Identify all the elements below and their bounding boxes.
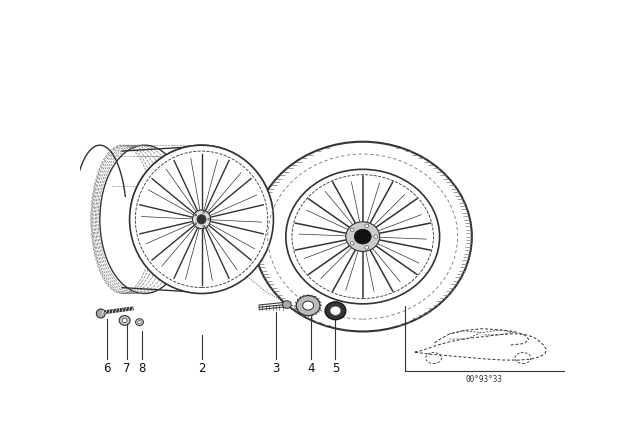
Ellipse shape	[195, 214, 196, 216]
Ellipse shape	[286, 169, 440, 304]
Ellipse shape	[365, 246, 369, 249]
Text: 5: 5	[332, 362, 339, 375]
Ellipse shape	[325, 302, 346, 320]
Text: 7: 7	[124, 362, 131, 375]
Text: 3: 3	[272, 362, 280, 375]
Text: 8: 8	[138, 362, 146, 375]
Ellipse shape	[303, 301, 314, 310]
Ellipse shape	[355, 229, 371, 244]
Ellipse shape	[282, 301, 291, 308]
Ellipse shape	[330, 306, 341, 315]
Text: 4: 4	[307, 362, 314, 375]
Ellipse shape	[365, 224, 369, 228]
Ellipse shape	[193, 210, 211, 228]
Text: 2: 2	[198, 362, 205, 375]
Ellipse shape	[350, 228, 354, 232]
Text: 00°93°33: 00°93°33	[466, 375, 503, 383]
Ellipse shape	[296, 296, 320, 315]
Ellipse shape	[122, 318, 127, 323]
Text: 1: 1	[371, 276, 379, 289]
Ellipse shape	[374, 235, 378, 238]
Ellipse shape	[346, 222, 380, 251]
Ellipse shape	[129, 145, 273, 293]
Ellipse shape	[253, 142, 472, 332]
Ellipse shape	[97, 309, 106, 318]
Ellipse shape	[203, 225, 205, 227]
Ellipse shape	[136, 319, 143, 326]
Ellipse shape	[208, 219, 209, 220]
Text: 6: 6	[104, 362, 111, 375]
Ellipse shape	[197, 215, 206, 224]
Ellipse shape	[119, 315, 130, 325]
Ellipse shape	[203, 211, 205, 213]
Ellipse shape	[350, 241, 354, 245]
Ellipse shape	[138, 321, 141, 324]
Ellipse shape	[195, 223, 196, 224]
